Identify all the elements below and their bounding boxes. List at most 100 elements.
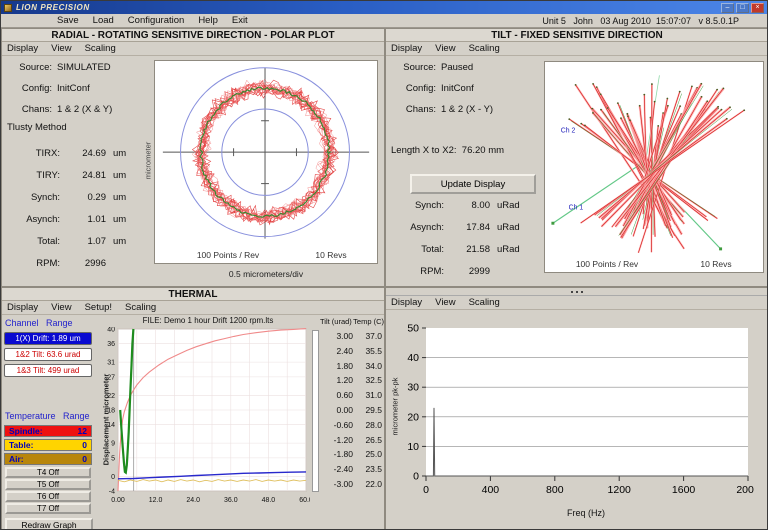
temp-scale-value: 34.0	[365, 360, 382, 371]
temp-scale-value: 35.5	[365, 345, 382, 356]
thermal-menu-setup[interactable]: Setup!	[84, 302, 113, 313]
temp-scale-value: 26.5	[365, 434, 382, 445]
radial-config: Config: InitConf	[21, 83, 90, 94]
thermal-value-columns: Tilt (urad) Temp (C) 3.00 37.0 2.40 35.5 1.8…	[320, 317, 384, 492]
spindle-temp-indicator[interactable]: Spindle: 12	[4, 425, 92, 437]
temp-scale-value: 32.5	[365, 375, 382, 386]
series-table-temp	[117, 479, 307, 483]
update-display-button[interactable]: Update Display	[410, 174, 536, 194]
menu-help[interactable]: Help	[198, 15, 218, 26]
tilt-scale-value: -0.60	[333, 419, 353, 430]
stat-total: Total: 1.07 um	[37, 236, 127, 247]
tilt-temp-value-row: 0.00 29.5	[320, 403, 384, 418]
x-tick-label: 12.0	[149, 497, 163, 504]
tilt-temp-value-row: 0.60 31.0	[320, 388, 384, 403]
y-tick-label: 0	[413, 471, 419, 483]
tilt-revs-label: 10 Revs	[700, 259, 732, 269]
channel-range-header: Channel Range	[5, 318, 73, 328]
tilt-menu-display[interactable]: Display	[391, 43, 423, 54]
splitter-handle[interactable]	[386, 288, 767, 296]
radial-stats: TIRX: 24.69 um TIRY: 24.81 um Synch: 0.29 um A…	[4, 148, 126, 280]
spectrum-menu-display[interactable]: Display	[391, 297, 423, 308]
menu-exit[interactable]: Exit	[231, 15, 248, 26]
y-tick-label: 9	[111, 441, 115, 448]
y-tick-label: 40	[107, 327, 115, 334]
channel-13-tilt-indicator[interactable]: 1&3 Tilt: 499 urad	[4, 364, 92, 377]
t5-toggle-button[interactable]: T5 Off	[5, 479, 91, 490]
tilt-scale-value: 2.40	[336, 345, 353, 356]
tilt-temp-value-row: 1.20 32.5	[320, 373, 384, 388]
tilt-temp-value-row: 2.40 35.5	[320, 344, 384, 359]
radial-menu-view[interactable]: View	[51, 43, 72, 54]
spectrum-menu: Display View Scaling	[386, 296, 767, 310]
minimize-icon[interactable]: –	[721, 2, 734, 13]
tilt-temp-value-row: -0.60 28.0	[320, 418, 384, 433]
y-tick-label: 50	[407, 323, 419, 335]
radial-source: Source: SIMULATED	[19, 62, 111, 73]
temp-scale-value: 31.0	[365, 390, 382, 401]
redraw-graph-button[interactable]: Redraw Graph	[5, 518, 93, 529]
title-bar[interactable]: LION PRECISION – □ ×	[1, 1, 767, 14]
lion-logo-icon	[4, 3, 12, 12]
cursor-slider[interactable]	[312, 330, 319, 492]
radial-menu-display[interactable]: Display	[7, 43, 39, 54]
channel-1-drift-indicator[interactable]: 1(X) Drift: 1.89 um	[4, 332, 92, 345]
y-tick-label: 31	[107, 360, 115, 367]
axis-label-ch1: Ch 1	[569, 204, 584, 211]
tilt-scale-value: -1.80	[333, 449, 353, 460]
spectrum-menu-scaling[interactable]: Scaling	[468, 297, 500, 308]
x-tick-label: 800	[546, 484, 564, 496]
menu-load[interactable]: Load	[92, 15, 114, 26]
series-spindle-temp	[117, 328, 307, 492]
ch1-axis	[552, 161, 644, 224]
x-tick-label: 400	[482, 484, 500, 496]
stat-asynch: Asynch: 17.84 uRad	[410, 222, 520, 233]
air-temp-indicator[interactable]: Air: 0	[4, 453, 92, 465]
thermal-chart-canvas: 40 36 31 27 22 18 14 9 5 0 -40.00 12.0 24.0 36.0 48.0 6…	[107, 327, 310, 504]
tilt-scale-value: 3.00	[336, 331, 353, 341]
tilt-config: Config: InitConf	[405, 83, 474, 94]
y-tick-label: 36	[107, 341, 115, 348]
channel-12-tilt-indicator[interactable]: 1&2 Tilt: 63.6 urad	[4, 348, 92, 361]
tilt-panel-title: TILT - FIXED SENSITIVE DIRECTION	[386, 29, 767, 42]
thermal-menu-display[interactable]: Display	[7, 302, 39, 313]
x-tick-label: 0.00	[111, 497, 125, 504]
tilt-plot-canvas: Ch 2 Ch 1	[551, 75, 746, 254]
tilt-menu-view[interactable]: View	[435, 43, 456, 54]
thermal-menu-scaling[interactable]: Scaling	[125, 302, 157, 313]
menu-bar: Save Load Configuration Help Exit Unit 5…	[1, 14, 767, 28]
t6-toggle-button[interactable]: T6 Off	[5, 491, 91, 502]
maximize-icon[interactable]: □	[736, 2, 749, 13]
tilt-menu-scaling[interactable]: Scaling	[468, 43, 500, 54]
temp-scale-value: 29.5	[365, 404, 382, 415]
tilt-temp-value-row: 3.00 37.0	[320, 329, 384, 344]
thermal-menu-view[interactable]: View	[51, 302, 72, 313]
menu-configuration[interactable]: Configuration	[127, 15, 185, 26]
menu-save[interactable]: Save	[57, 15, 79, 26]
temp-scale-value: 23.5	[365, 464, 382, 475]
tilt-plot: Ch 2 Ch 1 100 Points / Rev 10 Revs	[544, 61, 764, 273]
x-tick-label: 1200	[608, 484, 632, 496]
stat-synch: Synch: 0.29 um	[30, 192, 127, 203]
temp-scale-value: 28.0	[365, 419, 382, 430]
spectrum-menu-view[interactable]: View	[435, 297, 456, 308]
t4-toggle-button[interactable]: T4 Off	[5, 467, 91, 478]
tilt-stats: Synch: 8.00 uRad Asynch: 17.84 uRad Total: 21…	[388, 200, 520, 288]
polar-scale-label: 0.5 micrometers/div	[228, 269, 304, 279]
radial-chans: Chans: 1 & 2 (X & Y)	[21, 104, 113, 115]
tilt-scale-value: 1.80	[336, 360, 353, 371]
polar-points-per-rev-label: 100 Points / Rev	[196, 250, 260, 260]
tilt-info: Source: Paused Config: InitConf Chans: 1…	[388, 62, 538, 125]
polar-revs-label: 10 Revs	[315, 250, 347, 260]
radial-menu-scaling[interactable]: Scaling	[84, 43, 116, 54]
axis-label-ch2: Ch 2	[561, 127, 576, 134]
close-icon[interactable]: ×	[751, 2, 764, 13]
y-tick-label: 40	[407, 352, 419, 364]
x-tick-label: 2000	[736, 484, 754, 496]
tilt-source: Source: Paused	[403, 62, 474, 73]
x-tick-label: 24.0	[186, 497, 200, 504]
status-text: Unit 5 John 03 Aug 2010 15:07:07 v 8.5.0…	[542, 15, 739, 26]
tilt-length: Length X to X2: 76.20 mm	[391, 145, 505, 156]
table-temp-indicator[interactable]: Table: 0	[4, 439, 92, 451]
t7-toggle-button[interactable]: T7 Off	[5, 503, 91, 514]
